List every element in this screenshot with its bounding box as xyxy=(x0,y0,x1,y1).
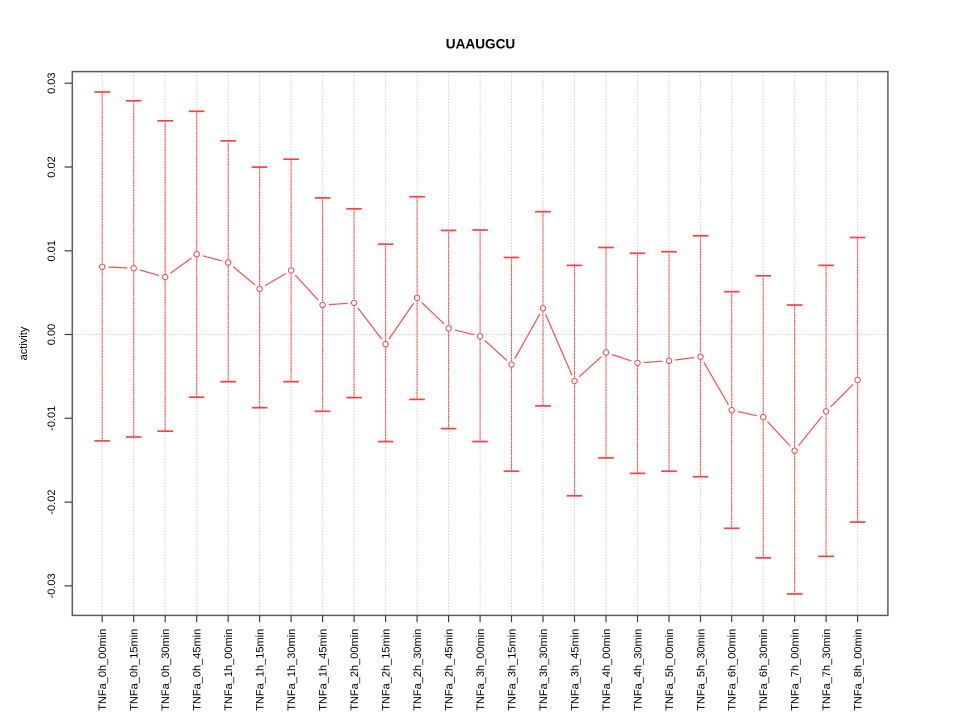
svg-text:0.03: 0.03 xyxy=(46,72,58,93)
svg-text:TNFa_0h_15min: TNFa_0h_15min xyxy=(129,629,141,711)
svg-text:TNFa_3h_15min: TNFa_3h_15min xyxy=(507,629,519,711)
svg-text:TNFa_1h_00min: TNFa_1h_00min xyxy=(223,629,235,711)
svg-text:TNFa_2h_45min: TNFa_2h_45min xyxy=(444,629,456,711)
svg-text:TNFa_3h_00min: TNFa_3h_00min xyxy=(475,629,487,711)
svg-text:-0.01: -0.01 xyxy=(46,406,58,431)
svg-text:UAAUGCU: UAAUGCU xyxy=(446,36,515,51)
svg-text:TNFa_0h_30min: TNFa_0h_30min xyxy=(160,629,172,711)
svg-text:activity: activity xyxy=(18,326,30,360)
svg-text:-0.03: -0.03 xyxy=(46,573,58,598)
svg-text:TNFa_1h_15min: TNFa_1h_15min xyxy=(255,629,267,711)
svg-text:TNFa_2h_00min: TNFa_2h_00min xyxy=(349,629,361,711)
svg-text:TNFa_1h_45min: TNFa_1h_45min xyxy=(318,629,330,711)
svg-text:TNFa_4h_00min: TNFa_4h_00min xyxy=(601,629,613,711)
svg-text:TNFa_2h_15min: TNFa_2h_15min xyxy=(381,629,393,711)
svg-text:TNFa_3h_45min: TNFa_3h_45min xyxy=(570,629,582,711)
svg-text:0.02: 0.02 xyxy=(46,156,58,177)
svg-text:TNFa_1h_30min: TNFa_1h_30min xyxy=(286,629,298,711)
svg-text:0.00: 0.00 xyxy=(46,324,58,345)
svg-text:TNFa_5h_00min: TNFa_5h_00min xyxy=(664,629,676,711)
svg-text:TNFa_0h_45min: TNFa_0h_45min xyxy=(192,629,204,711)
svg-text:TNFa_7h_30min: TNFa_7h_30min xyxy=(821,629,833,711)
svg-text:TNFa_7h_00min: TNFa_7h_00min xyxy=(790,629,802,711)
svg-text:TNFa_4h_30min: TNFa_4h_30min xyxy=(633,629,645,711)
svg-text:TNFa_3h_30min: TNFa_3h_30min xyxy=(538,629,550,711)
svg-text:TNFa_2h_30min: TNFa_2h_30min xyxy=(412,629,424,711)
svg-text:TNFa_5h_30min: TNFa_5h_30min xyxy=(696,629,708,711)
svg-text:0.01: 0.01 xyxy=(46,240,58,261)
svg-text:-0.02: -0.02 xyxy=(46,490,58,515)
svg-text:TNFa_6h_30min: TNFa_6h_30min xyxy=(758,629,770,711)
svg-text:TNFa_0h_00min: TNFa_0h_00min xyxy=(97,629,109,711)
svg-text:TNFa_6h_00min: TNFa_6h_00min xyxy=(727,629,739,711)
svg-text:TNFa_8h_00min: TNFa_8h_00min xyxy=(853,629,865,711)
